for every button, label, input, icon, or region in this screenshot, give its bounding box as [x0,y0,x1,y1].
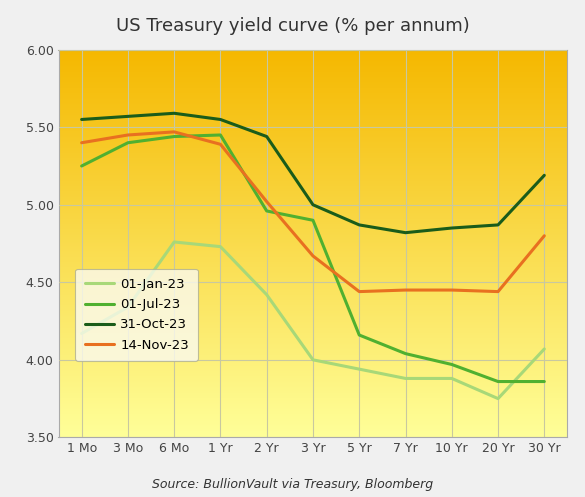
14-Nov-23 [78,140,85,146]
31-Oct-23 [494,222,501,228]
01-Jan-23 [309,357,316,363]
31-Oct-23 [448,225,455,231]
01-Jan-23 [541,346,548,352]
Legend: 01-Jan-23, 01-Jul-23, 31-Oct-23, 14-Nov-23: 01-Jan-23, 01-Jul-23, 31-Oct-23, 14-Nov-… [75,269,198,361]
31-Oct-23 [78,116,85,122]
14-Nov-23 [402,287,409,293]
14-Nov-23 [309,253,316,259]
14-Nov-23 [541,233,548,239]
31-Oct-23 [171,110,178,116]
14-Nov-23 [494,289,501,295]
Line: 01-Jan-23: 01-Jan-23 [82,242,544,399]
01-Jul-23 [494,379,501,385]
01-Jan-23 [263,292,270,298]
01-Jan-23 [356,366,363,372]
14-Nov-23 [217,141,224,147]
01-Jul-23 [402,351,409,357]
Line: 01-Jul-23: 01-Jul-23 [82,135,544,382]
01-Jul-23 [356,332,363,338]
31-Oct-23 [217,116,224,122]
Text: Source: BullionVault via Treasury, Bloomberg: Source: BullionVault via Treasury, Bloom… [152,478,433,491]
01-Jan-23 [125,304,132,310]
Text: US Treasury yield curve (% per annum): US Treasury yield curve (% per annum) [116,17,469,35]
14-Nov-23 [356,289,363,295]
31-Oct-23 [125,113,132,119]
01-Jan-23 [171,239,178,245]
31-Oct-23 [309,202,316,208]
01-Jan-23 [402,375,409,381]
01-Jul-23 [263,208,270,214]
01-Jul-23 [125,140,132,146]
14-Nov-23 [448,287,455,293]
01-Jan-23 [494,396,501,402]
01-Jul-23 [171,134,178,140]
01-Jul-23 [78,163,85,169]
31-Oct-23 [263,134,270,140]
31-Oct-23 [402,230,409,236]
31-Oct-23 [356,222,363,228]
14-Nov-23 [171,129,178,135]
01-Jul-23 [541,379,548,385]
Line: 14-Nov-23: 14-Nov-23 [82,132,544,292]
31-Oct-23 [541,172,548,178]
01-Jan-23 [448,375,455,381]
Line: 31-Oct-23: 31-Oct-23 [82,113,544,233]
01-Jul-23 [448,361,455,367]
01-Jul-23 [309,217,316,223]
14-Nov-23 [263,199,270,205]
01-Jan-23 [78,331,85,336]
01-Jan-23 [217,244,224,249]
14-Nov-23 [125,132,132,138]
01-Jul-23 [217,132,224,138]
